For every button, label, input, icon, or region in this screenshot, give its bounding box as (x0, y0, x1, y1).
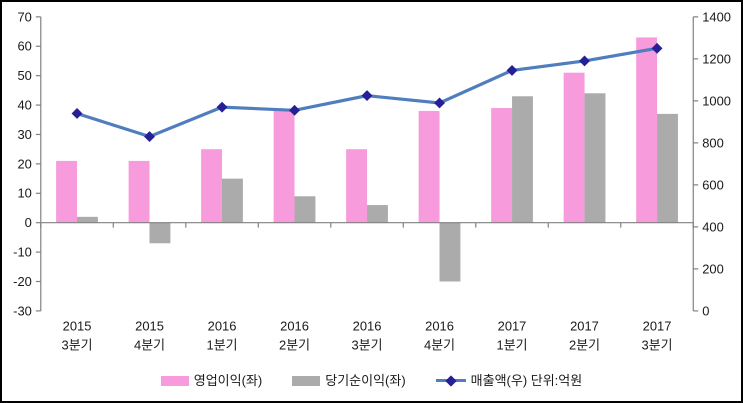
bar-net-profit-1 (149, 222, 171, 244)
legend-swatch-operating-profit (160, 375, 189, 386)
legend-swatch-net-profit (292, 375, 321, 386)
y-axis-right-label: 0 (702, 303, 709, 318)
y-axis-right-label: 1200 (702, 51, 731, 66)
bar-operating-profit-8 (636, 37, 658, 223)
x-category-label-5: 2016 4분기 (424, 319, 455, 353)
bar-net-profit-2 (222, 178, 243, 223)
y-axis-right-label: 400 (702, 219, 724, 234)
y-axis-left-label: -30 (13, 303, 32, 318)
y-axis-left-label: -20 (13, 274, 32, 289)
bar-operating-profit-7 (563, 72, 585, 223)
x-category-label-0: 2015 3분기 (62, 319, 93, 353)
legend-item-operating-profit: 영업이익(좌) (160, 373, 263, 388)
x-category-label-1: 2015 4분기 (134, 319, 165, 353)
bar-operating-profit-2 (201, 149, 223, 223)
y-axis-left-label: 40 (17, 98, 31, 113)
bar-operating-profit-0 (56, 160, 77, 223)
bar-net-profit-4 (367, 205, 388, 223)
bar-net-profit-0 (76, 216, 98, 223)
revenue-marker-0 (71, 108, 83, 119)
revenue-marker-2 (216, 101, 228, 113)
y-axis-left-label: 70 (17, 9, 31, 24)
x-category-label-3: 2016 2분기 (279, 319, 310, 353)
legend-line-revenue (435, 374, 466, 387)
bar-net-profit-3 (294, 196, 316, 223)
bar-operating-profit-5 (418, 110, 440, 223)
revenue-marker-8 (651, 42, 663, 54)
bar-operating-profit-1 (128, 160, 150, 223)
x-category-label-8: 2017 3분기 (642, 319, 673, 353)
revenue-marker-7 (579, 55, 590, 67)
y-axis-left-label: 10 (17, 186, 31, 201)
bar-net-profit-5 (439, 222, 461, 282)
chart-legend: 영업이익(좌) 당기순이익(좌) 매출액(우) 단위:억원 (2, 374, 741, 387)
y-axis-left-label: 30 (17, 127, 31, 142)
bar-net-profit-8 (657, 113, 678, 223)
bar-operating-profit-6 (491, 108, 513, 223)
legend-item-revenue: 매출액(우) 단위:억원 (435, 373, 583, 388)
legend-label-net-profit: 당기순이익(좌) (325, 373, 406, 388)
revenue-marker-4 (361, 90, 373, 102)
legend-item-net-profit: 당기순이익(좌) (292, 373, 406, 388)
y-axis-right-label: 1400 (702, 9, 731, 24)
x-category-label-7: 2017 2분기 (569, 319, 600, 353)
bar-net-profit-6 (512, 96, 533, 223)
bar-operating-profit-4 (346, 149, 368, 223)
y-axis-right-label: 800 (702, 135, 724, 150)
x-category-label-2: 2016 1분기 (207, 319, 238, 353)
y-axis-left-label: 60 (17, 39, 31, 54)
bar-net-profit-7 (584, 93, 606, 223)
x-category-label-6: 2017 1분기 (497, 319, 528, 353)
y-axis-right-label: 1000 (702, 93, 731, 108)
revenue-marker-1 (144, 131, 156, 143)
bar-operating-profit-3 (273, 110, 295, 223)
legend-label-revenue: 매출액(우) 단위:억원 (470, 373, 583, 388)
y-axis-left-label: 0 (25, 215, 32, 230)
diamond-marker-icon (444, 374, 457, 387)
revenue-marker-6 (506, 64, 518, 76)
y-axis-right-label: 600 (702, 177, 724, 192)
y-axis-left-label: 20 (17, 156, 31, 171)
legend-label-operating-profit: 영업이익(좌) (193, 373, 263, 388)
revenue-marker-5 (434, 97, 445, 109)
x-category-label-4: 2016 3분기 (352, 319, 383, 353)
y-axis-left-label: 50 (17, 68, 31, 83)
y-axis-right-label: 200 (702, 261, 724, 276)
y-axis-left-label: -10 (13, 245, 32, 260)
